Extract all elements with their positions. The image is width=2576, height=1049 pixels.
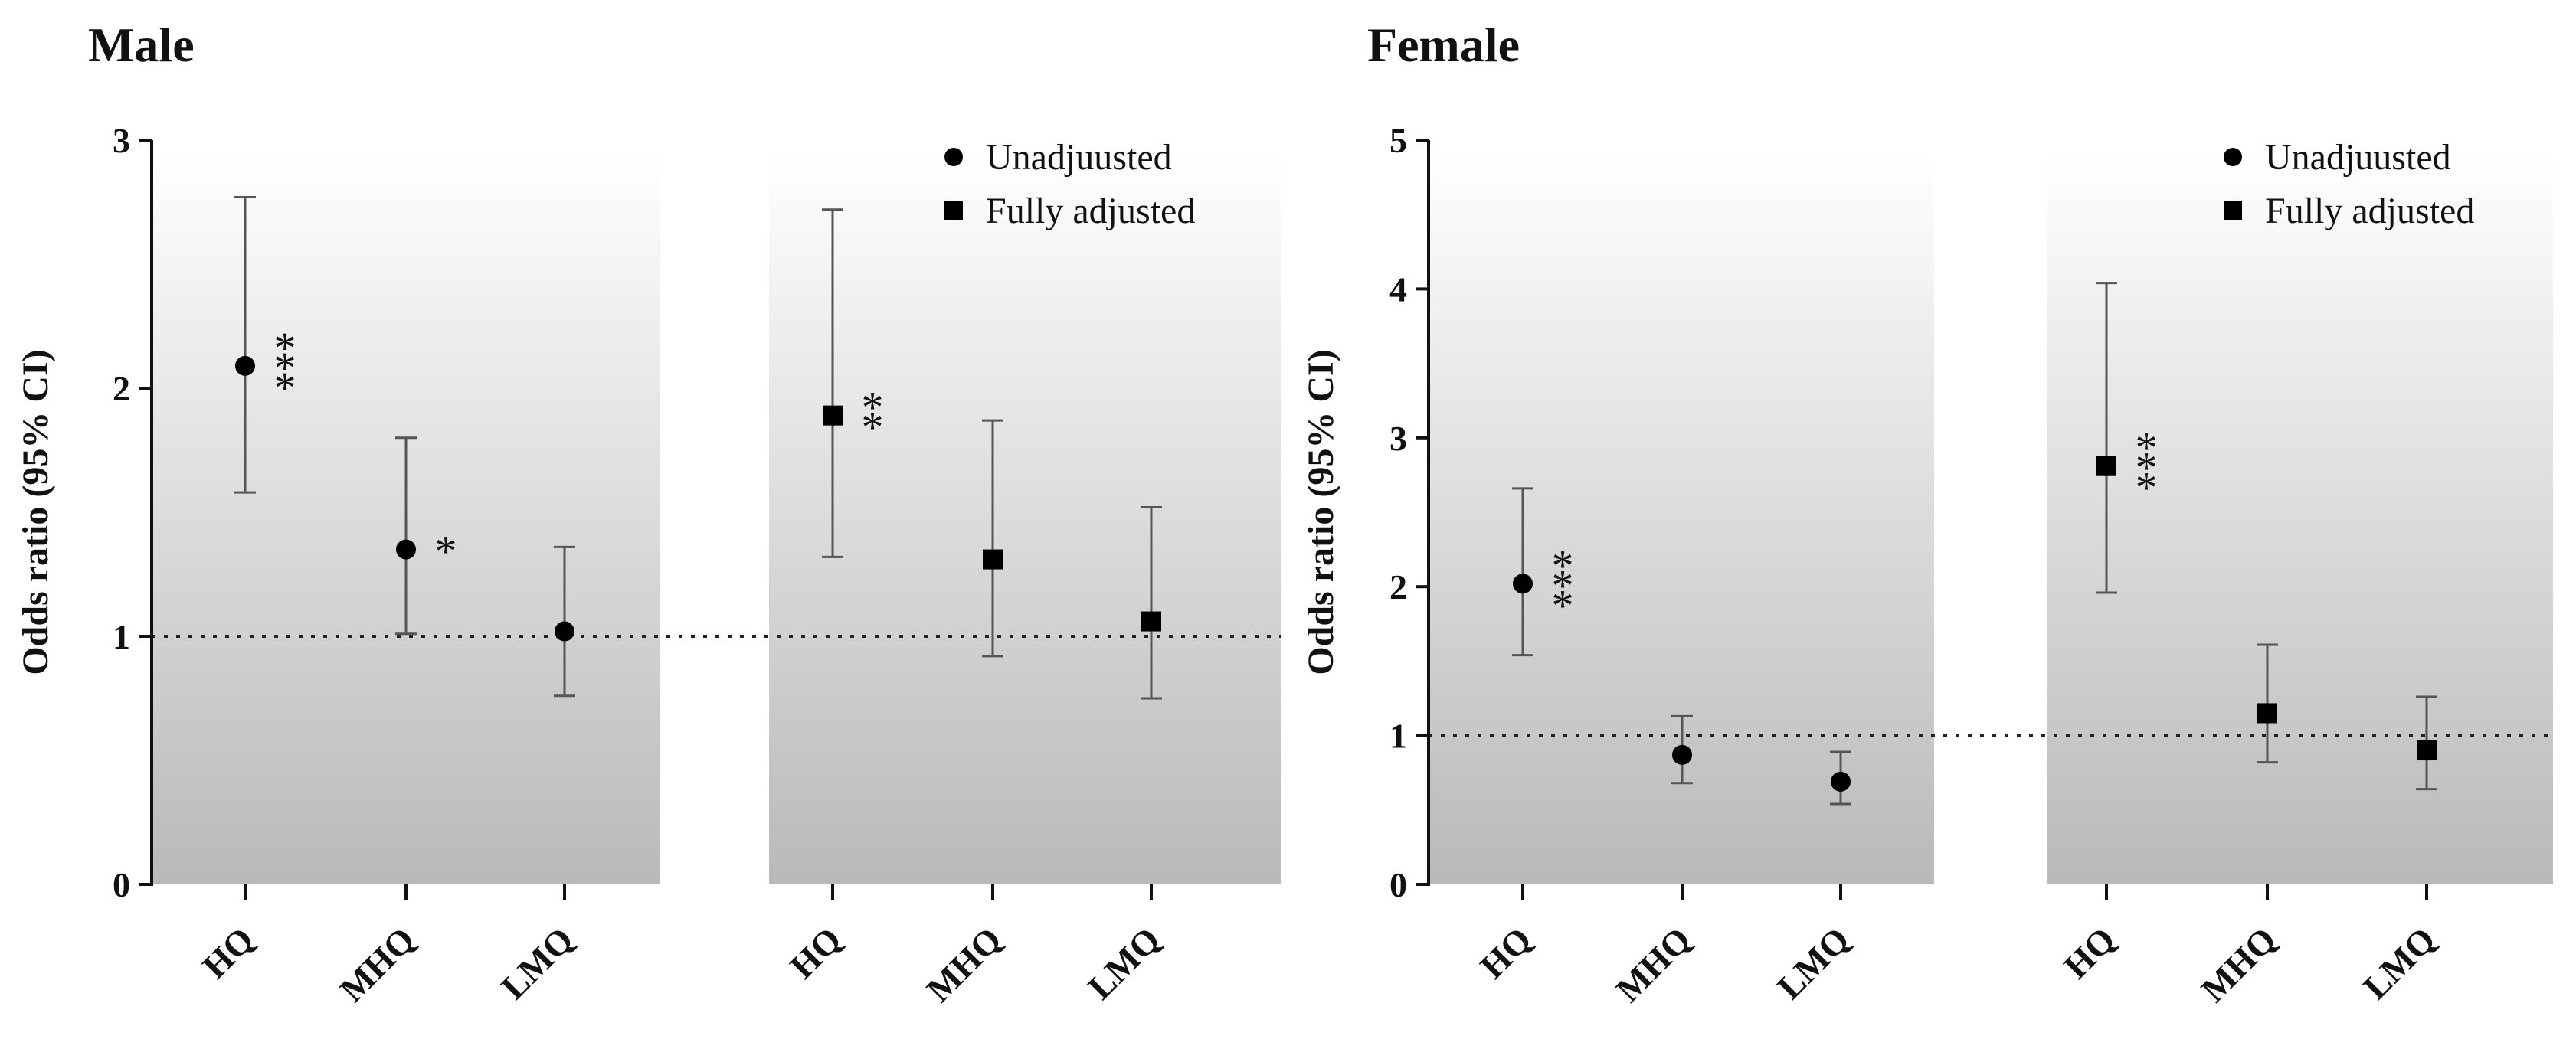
y-tick-label: 4	[1389, 270, 1407, 309]
x-tick-label: HQ	[782, 920, 849, 986]
legend-label: Fully adjusted	[2265, 191, 2474, 231]
point-mhq-unadjusted	[1672, 744, 1692, 765]
y-tick-label: 3	[113, 121, 130, 160]
significance-star: *	[1552, 541, 1574, 590]
point-hq-unadjusted	[235, 355, 255, 376]
significance-star: *	[862, 383, 884, 433]
x-tick-label: HQ	[2056, 920, 2123, 986]
x-tick-label: MHQ	[1609, 920, 1698, 1009]
point-lmq-adjusted	[2417, 740, 2437, 761]
point-hq-adjusted	[823, 405, 843, 426]
x-tick-label: LMQ	[1080, 920, 1167, 1007]
point-hq-adjusted	[2096, 456, 2116, 476]
legend-marker-square	[2224, 201, 2242, 220]
significance-star: *	[862, 403, 884, 453]
point-mhq-adjusted	[983, 549, 1003, 570]
significance-star: *	[435, 527, 457, 577]
x-tick-label: LMQ	[1769, 920, 1857, 1007]
legend-marker-circle	[2224, 148, 2242, 166]
significance-star: *	[274, 323, 296, 373]
significance-star: *	[274, 363, 296, 413]
significance-star: *	[1552, 560, 1574, 610]
background-band-2	[769, 154, 1281, 884]
legend-label: Unadjuusted	[2265, 137, 2451, 178]
point-lmq-unadjusted	[555, 621, 574, 642]
panel-title: Male	[88, 18, 195, 72]
point-mhq-adjusted	[2257, 703, 2277, 724]
y-tick-label: 2	[113, 369, 130, 408]
point-lmq-adjusted	[1141, 611, 1161, 632]
y-tick-label: 3	[1389, 419, 1407, 458]
y-tick-label: 2	[1389, 567, 1407, 606]
background-band-2	[2047, 154, 2553, 884]
significance-star: *	[274, 343, 296, 393]
significance-star: *	[1552, 580, 1574, 630]
point-hq-unadjusted	[1513, 574, 1533, 594]
y-tick-label: 1	[113, 617, 130, 656]
legend-label: Fully adjusted	[986, 191, 1195, 231]
x-tick-label: LMQ	[493, 920, 581, 1007]
legend-marker-circle	[944, 148, 963, 166]
significance-star: *	[2136, 463, 2158, 513]
x-tick-label: HQ	[1472, 920, 1539, 986]
x-tick-label: MHQ	[332, 920, 422, 1009]
y-axis-label: Odds ratio (95% CI)	[15, 349, 56, 675]
y-axis-label: Odds ratio (95% CI)	[1301, 349, 1341, 675]
x-tick-label: MHQ	[2194, 920, 2283, 1009]
y-tick-label: 0	[113, 865, 130, 904]
y-tick-label: 5	[1389, 121, 1407, 160]
significance-star: *	[2136, 423, 2158, 473]
y-tick-label: 1	[1389, 717, 1407, 756]
x-tick-label: HQ	[195, 920, 261, 986]
y-tick-label: 0	[1389, 865, 1407, 904]
point-mhq-unadjusted	[396, 539, 416, 560]
legend-marker-square	[944, 201, 963, 220]
panel-title: Female	[1367, 18, 1520, 72]
significance-star: *	[2136, 443, 2158, 493]
point-lmq-unadjusted	[1831, 771, 1851, 792]
x-tick-label: LMQ	[2355, 920, 2443, 1007]
x-tick-label: MHQ	[919, 920, 1009, 1009]
legend-label: Unadjuusted	[986, 137, 1172, 178]
